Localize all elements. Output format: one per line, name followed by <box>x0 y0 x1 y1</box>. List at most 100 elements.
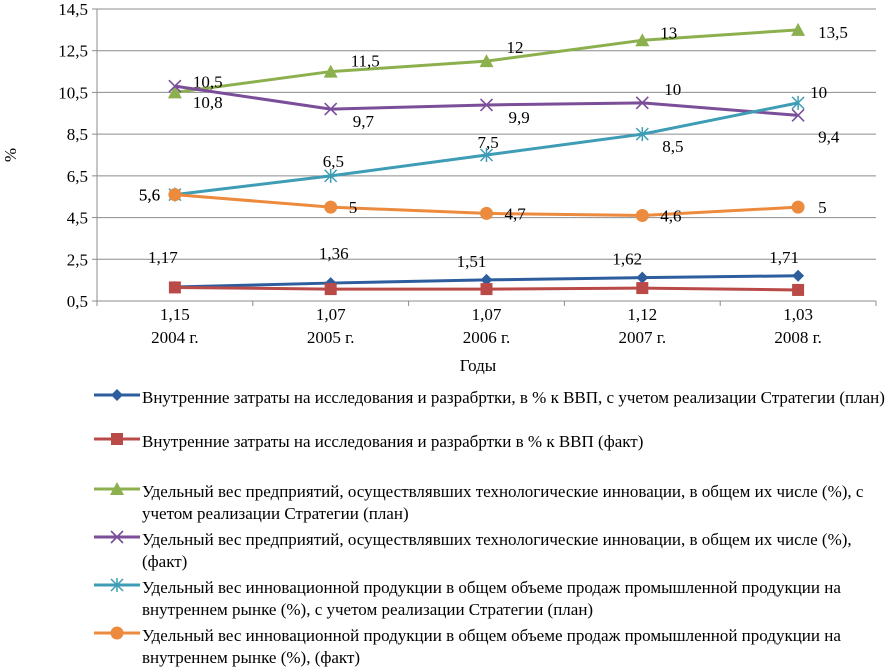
data-label: 1,03 <box>783 305 813 324</box>
data-point <box>324 168 338 183</box>
data-label: 4,7 <box>505 204 527 223</box>
legend-marker-shape <box>111 389 123 401</box>
data-point <box>324 200 338 214</box>
data-label: 9,4 <box>818 127 840 146</box>
data-label: 1,71 <box>769 248 799 267</box>
data-label: 10,5 <box>193 72 223 91</box>
data-point <box>324 102 338 116</box>
data-point <box>792 269 805 282</box>
data-point <box>791 108 805 122</box>
data-label: 10,8 <box>193 93 223 112</box>
series-5: 5,6 6,5 7,5 8,5 10 <box>139 83 827 205</box>
data-label: 12 <box>507 38 524 57</box>
series-2: 1,15 1,07 1,07 1,12 1,03 <box>160 281 813 324</box>
data-point <box>791 22 806 36</box>
legend-marker-shape <box>110 482 124 495</box>
legend-label: Удельный вес предприятий, осуществлявших… <box>142 530 852 571</box>
data-point <box>635 33 650 47</box>
x-tick-label: 2008 г. <box>774 328 822 347</box>
data-label: 8,5 <box>662 137 683 156</box>
data-point <box>792 283 805 296</box>
legend-item: Удельный вес инновационной продукции в о… <box>0 574 889 624</box>
data-label: 4,6 <box>660 206 681 225</box>
legend-label: Удельный вес инновационной продукции в о… <box>142 578 841 619</box>
legend-label: Удельный вес предприятий, осуществлявших… <box>142 482 864 523</box>
legend-item: Внутренние затраты на исследования и раз… <box>0 384 889 434</box>
legend-marker <box>94 389 140 401</box>
legend-label: Внутренние затраты на исследования и раз… <box>142 388 885 407</box>
data-point <box>636 282 649 295</box>
data-point <box>324 283 337 296</box>
legend-marker-shape <box>110 530 124 544</box>
series-1: 1,17 1,36 1,51 1,62 1,71 <box>148 244 805 294</box>
legend-marker <box>94 482 140 495</box>
legend-item: Удельный вес инновационной продукции в о… <box>0 622 889 672</box>
data-label: 1,15 <box>160 305 190 324</box>
legend-marker <box>94 626 140 640</box>
data-label: 1,12 <box>627 305 657 324</box>
data-label: 1,07 <box>316 305 346 324</box>
data-point <box>479 148 494 162</box>
x-tick-label: 2005 г. <box>307 328 355 347</box>
data-label: 1,07 <box>472 305 502 324</box>
legend-marker <box>94 530 140 544</box>
data-point <box>167 85 182 99</box>
data-point <box>479 98 494 112</box>
y-tick-label: 2,5 <box>67 250 88 269</box>
data-point <box>635 96 649 110</box>
data-label: 10 <box>810 83 827 102</box>
data-point <box>168 281 181 294</box>
data-point <box>636 271 649 284</box>
data-point <box>479 54 494 68</box>
data-point <box>791 95 805 110</box>
data-point <box>168 79 182 93</box>
data-label: 5 <box>349 198 358 217</box>
data-point <box>323 64 338 78</box>
legend-marker <box>94 578 140 592</box>
data-label: 13 <box>660 23 677 42</box>
data-point <box>791 200 805 214</box>
line-chart: 0,5 2,5 4,5 6,5 8,5 10,5 12,5 14,5 2004 г. 2005 г… <box>1 0 877 375</box>
data-point <box>480 206 493 220</box>
y-tick-label: 10,5 <box>58 83 88 102</box>
legend-item: Удельный вес предприятий, осуществлявших… <box>0 526 889 576</box>
data-label: 5,6 <box>139 186 160 205</box>
y-tick-label: 8,5 <box>67 125 88 144</box>
legend-item: Внутренние затраты на исследования и раз… <box>0 428 889 478</box>
data-label: 5,6 <box>139 186 160 205</box>
data-point <box>480 283 493 296</box>
data-label: 10 <box>664 80 681 99</box>
data-point <box>168 188 182 202</box>
data-label: 9,7 <box>353 112 375 131</box>
legend-item: Удельный вес предприятий, осуществлявших… <box>0 478 889 528</box>
y-axis-title: % <box>1 148 20 162</box>
legend-marker-shape <box>110 626 124 640</box>
data-label: 1,62 <box>612 250 642 269</box>
x-tick-label: 2007 г. <box>619 328 667 347</box>
data-label: 1,17 <box>148 248 178 267</box>
data-point <box>635 208 649 222</box>
x-tick-label: 2006 г. <box>463 328 511 347</box>
data-label: 6,5 <box>323 152 344 171</box>
legend-label: Удельный вес инновационной продукции в о… <box>142 626 841 667</box>
y-tick-label: 12,5 <box>58 42 88 61</box>
data-label: 9,9 <box>509 108 530 127</box>
y-tick-label: 4,5 <box>67 209 88 228</box>
legend-marker-shape <box>111 433 123 445</box>
x-axis-title: Годы <box>460 356 497 375</box>
data-label: 7,5 <box>478 133 499 152</box>
legend-marker-shape <box>110 578 124 592</box>
x-tick-label: 2004 г. <box>151 328 199 347</box>
data-label: 5 <box>818 198 827 217</box>
legend-marker <box>94 433 140 445</box>
series-4: 10,8 9,7 9,9 10 9,4 <box>168 79 840 146</box>
series-6: 5,6 5 4,7 4,6 5 <box>139 186 827 226</box>
data-point <box>480 273 493 286</box>
data-point <box>635 127 649 142</box>
y-tick-label: 6,5 <box>67 167 88 186</box>
legend-label: Внутренние затраты на исследования и раз… <box>142 432 644 451</box>
y-tick-label: 0,5 <box>67 292 88 311</box>
y-tick-label: 14,5 <box>58 0 88 19</box>
data-label: 13,5 <box>818 23 848 42</box>
data-label: 1,36 <box>319 244 349 263</box>
